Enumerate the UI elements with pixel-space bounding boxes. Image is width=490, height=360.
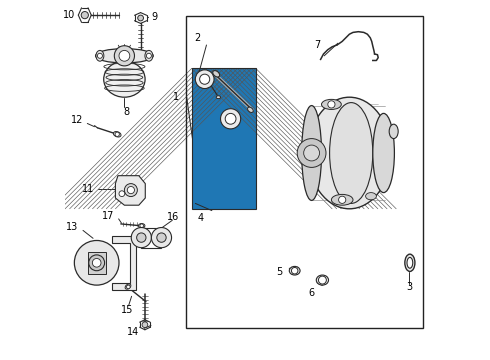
Ellipse shape bbox=[308, 97, 391, 209]
Ellipse shape bbox=[213, 71, 220, 77]
Ellipse shape bbox=[366, 193, 376, 200]
Text: 16: 16 bbox=[167, 212, 179, 222]
Text: 2: 2 bbox=[194, 33, 200, 43]
Circle shape bbox=[92, 258, 101, 267]
Circle shape bbox=[199, 74, 210, 84]
Polygon shape bbox=[112, 236, 136, 290]
Circle shape bbox=[220, 109, 241, 129]
Bar bbox=[192, 68, 256, 209]
Ellipse shape bbox=[331, 194, 353, 205]
Ellipse shape bbox=[113, 131, 121, 137]
Circle shape bbox=[138, 15, 144, 21]
Circle shape bbox=[126, 285, 130, 289]
Circle shape bbox=[147, 53, 151, 58]
Circle shape bbox=[81, 12, 88, 19]
Circle shape bbox=[124, 184, 137, 197]
Bar bbox=[192, 68, 256, 209]
Ellipse shape bbox=[321, 99, 342, 109]
Circle shape bbox=[140, 224, 144, 228]
Text: 17: 17 bbox=[102, 211, 114, 221]
Text: 7: 7 bbox=[314, 40, 320, 50]
Ellipse shape bbox=[316, 275, 328, 285]
Circle shape bbox=[157, 233, 166, 242]
Circle shape bbox=[318, 276, 326, 284]
Ellipse shape bbox=[104, 61, 145, 97]
Circle shape bbox=[119, 50, 130, 61]
Ellipse shape bbox=[247, 107, 253, 112]
Ellipse shape bbox=[145, 50, 153, 61]
Ellipse shape bbox=[96, 49, 153, 63]
Circle shape bbox=[339, 196, 346, 203]
Circle shape bbox=[151, 228, 172, 248]
Bar bbox=[186, 16, 423, 328]
Circle shape bbox=[114, 46, 134, 66]
Text: 14: 14 bbox=[127, 327, 140, 337]
Text: 15: 15 bbox=[121, 305, 133, 315]
Ellipse shape bbox=[125, 284, 131, 289]
Text: 3: 3 bbox=[406, 282, 412, 292]
Ellipse shape bbox=[405, 254, 415, 271]
Ellipse shape bbox=[330, 103, 373, 203]
Circle shape bbox=[304, 145, 319, 161]
Ellipse shape bbox=[216, 96, 220, 99]
Circle shape bbox=[292, 267, 298, 274]
Circle shape bbox=[89, 255, 104, 271]
Text: 1: 1 bbox=[173, 92, 179, 102]
Polygon shape bbox=[116, 176, 145, 205]
Ellipse shape bbox=[389, 124, 398, 139]
Text: 10: 10 bbox=[62, 10, 74, 20]
Text: 11: 11 bbox=[81, 184, 94, 194]
Circle shape bbox=[142, 322, 148, 328]
Circle shape bbox=[328, 101, 335, 108]
Circle shape bbox=[131, 228, 151, 248]
Text: 6: 6 bbox=[309, 288, 315, 298]
Ellipse shape bbox=[302, 105, 321, 201]
Text: 4: 4 bbox=[197, 213, 204, 223]
Ellipse shape bbox=[373, 113, 394, 193]
Ellipse shape bbox=[96, 50, 104, 61]
Circle shape bbox=[196, 70, 214, 89]
Ellipse shape bbox=[139, 224, 145, 228]
Circle shape bbox=[297, 139, 326, 167]
Bar bbox=[88, 252, 106, 274]
Circle shape bbox=[115, 132, 120, 136]
Circle shape bbox=[98, 53, 102, 58]
Text: 8: 8 bbox=[123, 107, 129, 117]
Text: 9: 9 bbox=[151, 12, 157, 22]
Circle shape bbox=[225, 113, 236, 124]
Ellipse shape bbox=[289, 266, 300, 275]
Text: 12: 12 bbox=[71, 115, 83, 125]
Text: 5: 5 bbox=[276, 267, 283, 277]
Ellipse shape bbox=[407, 257, 413, 268]
Text: 13: 13 bbox=[67, 222, 79, 232]
Circle shape bbox=[127, 186, 134, 194]
Circle shape bbox=[74, 240, 119, 285]
Circle shape bbox=[137, 233, 146, 242]
Circle shape bbox=[119, 191, 125, 197]
